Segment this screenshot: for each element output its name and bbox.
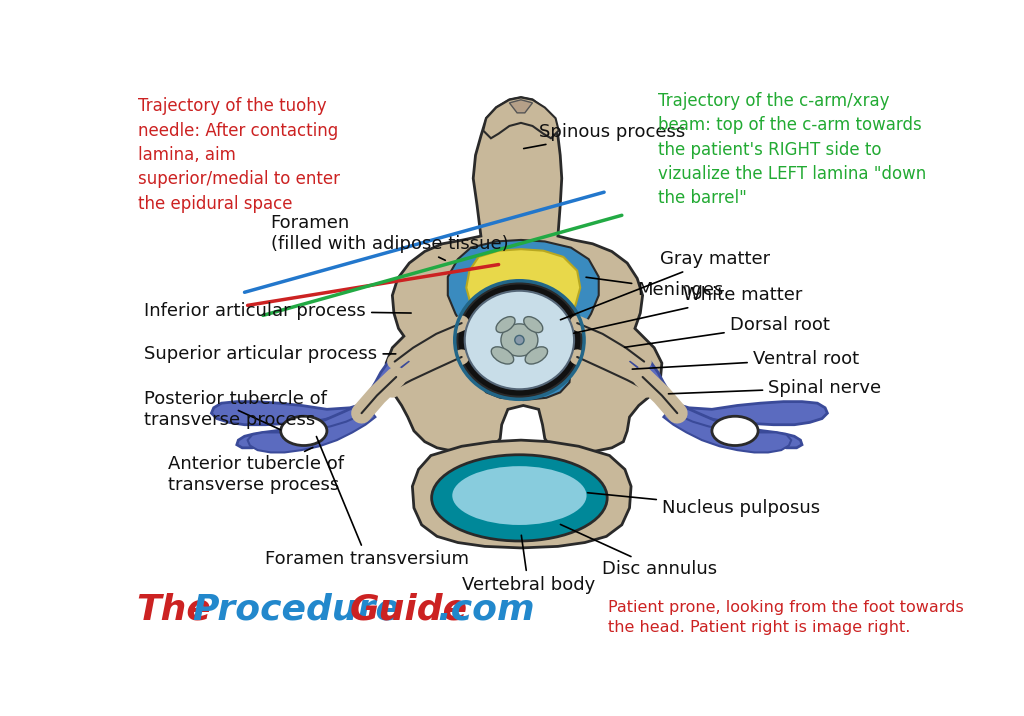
Text: Vertebral body: Vertebral body: [462, 536, 595, 594]
Polygon shape: [483, 97, 559, 138]
Polygon shape: [248, 410, 376, 453]
Ellipse shape: [525, 347, 548, 364]
Ellipse shape: [451, 465, 588, 526]
Polygon shape: [447, 240, 599, 400]
Text: The: The: [137, 593, 212, 626]
Text: Posterior tubercle of
transverse process: Posterior tubercle of transverse process: [144, 390, 328, 430]
Text: Spinous process: Spinous process: [523, 123, 685, 148]
Text: Spinal nerve: Spinal nerve: [669, 379, 882, 397]
Text: Foramen transversium: Foramen transversium: [265, 437, 469, 569]
Polygon shape: [237, 405, 368, 448]
Text: Inferior articular process: Inferior articular process: [144, 301, 412, 320]
Polygon shape: [211, 354, 408, 425]
Text: Ventral root: Ventral root: [632, 350, 859, 369]
Text: Meninges: Meninges: [586, 277, 724, 299]
Polygon shape: [413, 440, 631, 548]
Ellipse shape: [496, 316, 515, 333]
Text: Foramen
(filled with adipose tissue): Foramen (filled with adipose tissue): [270, 214, 508, 261]
Text: Disc annulus: Disc annulus: [560, 524, 717, 579]
Ellipse shape: [523, 316, 543, 333]
Text: Trajectory of the tuohy
needle: After contacting
lamina, aim
superior/medial to : Trajectory of the tuohy needle: After co…: [138, 97, 340, 213]
Ellipse shape: [501, 324, 538, 356]
Polygon shape: [386, 97, 662, 454]
Text: Gray matter: Gray matter: [560, 250, 770, 320]
Text: Trajectory of the c-arm/xray
beam: top of the c-arm towards
the patient's RIGHT : Trajectory of the c-arm/xray beam: top o…: [658, 92, 927, 207]
Ellipse shape: [432, 455, 607, 541]
Ellipse shape: [492, 347, 514, 364]
Text: Procedure: Procedure: [193, 593, 400, 626]
Ellipse shape: [515, 335, 524, 344]
Ellipse shape: [281, 416, 327, 445]
Text: Nucleus pulposus: Nucleus pulposus: [588, 493, 820, 517]
Polygon shape: [509, 100, 532, 113]
Ellipse shape: [465, 291, 574, 390]
Polygon shape: [671, 405, 802, 448]
Polygon shape: [664, 410, 792, 453]
Text: Guide: Guide: [350, 593, 468, 626]
Text: .com: .com: [437, 593, 535, 626]
Ellipse shape: [712, 416, 758, 445]
Text: Anterior tubercle of
transverse process: Anterior tubercle of transverse process: [168, 448, 343, 494]
Text: Dorsal root: Dorsal root: [625, 316, 829, 347]
Polygon shape: [466, 249, 581, 390]
Text: White matter: White matter: [573, 286, 803, 333]
Text: Superior articular process: Superior articular process: [144, 345, 395, 363]
Polygon shape: [631, 354, 827, 425]
Ellipse shape: [457, 283, 582, 397]
Text: Patient prone, looking from the foot towards
the head. Patient right is image ri: Patient prone, looking from the foot tow…: [608, 600, 964, 635]
